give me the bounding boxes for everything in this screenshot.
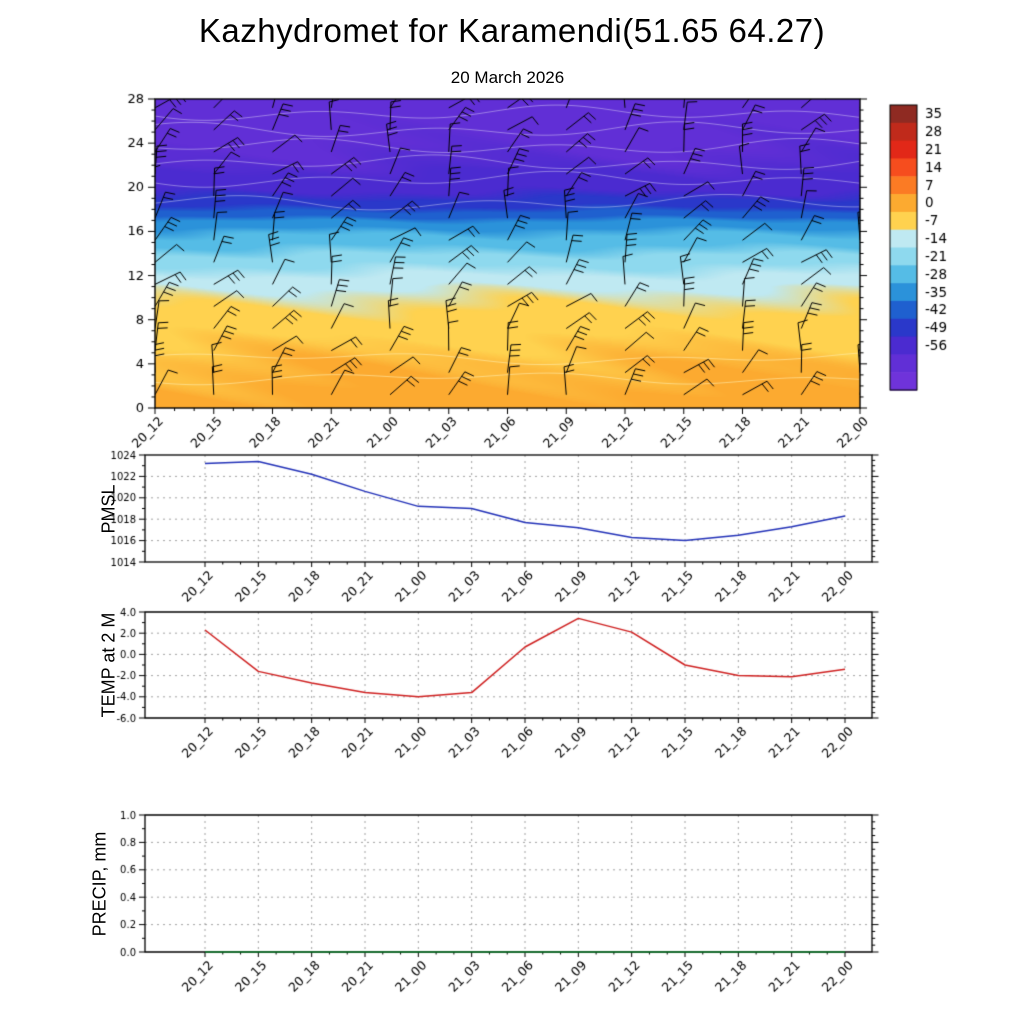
chart-date-subtitle: 20 March 2026 [450,68,565,87]
pmsl-axis-label: PMSL [98,484,119,534]
page-title: Kazhydromet for Karamendi(51.65 64.27) [198,12,826,49]
precip-axis-label: PRECIP, mm [89,831,110,937]
temp-axis-label: TEMP at 2 M [98,612,119,718]
